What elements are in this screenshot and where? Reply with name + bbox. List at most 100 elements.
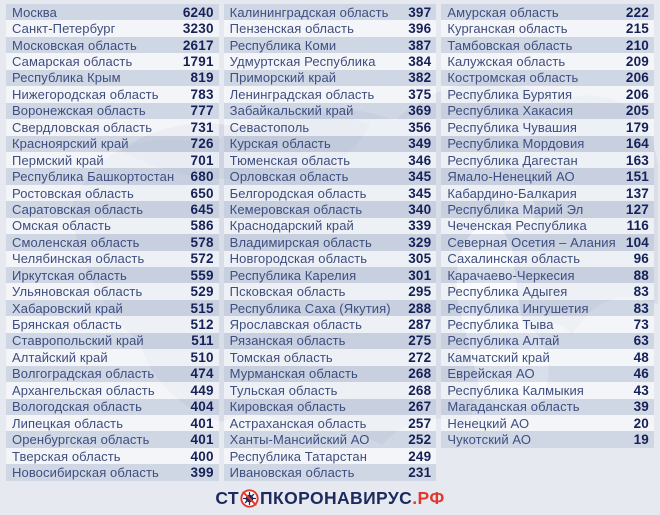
table-row: Республика Ингушетия 83 (441, 299, 655, 317)
region-value: 726 (190, 136, 214, 152)
region-value: 73 (633, 317, 650, 333)
region-value: 267 (408, 399, 432, 415)
region-value: 346 (408, 152, 432, 168)
region-value: 529 (190, 284, 214, 300)
region-value: 680 (190, 169, 214, 185)
region-value: 252 (408, 432, 432, 448)
table-row: Иркутская область 559 (6, 267, 219, 284)
region-value: 559 (190, 267, 214, 283)
region-value: 163 (625, 152, 650, 168)
region-name: Красноярский край (12, 136, 129, 152)
region-name: Магаданская область (447, 399, 580, 415)
region-value: 382 (408, 70, 432, 86)
table-row: Вологодская область 404 (6, 398, 219, 415)
region-value: 510 (190, 349, 214, 365)
region-value: 205 (625, 103, 650, 119)
region-name: Амурская область (447, 4, 559, 20)
region-name: Ярославская область (229, 317, 362, 333)
region-name: Республика Чувашия (447, 119, 578, 135)
table-row: Республика Саха (Якутия) 288 (223, 299, 437, 317)
region-value: 397 (408, 4, 432, 20)
region-name: Ямало-Ненецкий АО (447, 169, 575, 185)
region-value: 329 (408, 234, 432, 250)
region-name: Астраханская область (229, 415, 367, 431)
region-name: Новосибирская область (12, 464, 159, 480)
table-row: Ивановская область 231 (223, 464, 437, 481)
table-row: Пермский край 701 (6, 151, 219, 169)
region-value: 39 (633, 399, 650, 415)
table-row: Ленинградская область 375 (223, 86, 437, 103)
region-value: 215 (625, 21, 650, 37)
region-name: Тамбовская область (447, 37, 573, 53)
table-column-1: Москва 6240 Санкт-Петербург 3230 Московская … (6, 4, 219, 481)
table-row: Республика Чувашия 179 (441, 119, 655, 136)
region-value: 356 (408, 119, 432, 135)
region-value: 301 (408, 267, 432, 283)
region-name: Брянская область (12, 317, 122, 333)
region-name: Иркутская область (12, 267, 127, 283)
region-name: Чеченская Республика (447, 218, 587, 234)
region-name: Белгородская область (229, 185, 367, 201)
region-value: 249 (408, 448, 432, 464)
region-value: 396 (408, 21, 432, 37)
region-value: 96 (633, 251, 650, 267)
region-value: 2617 (182, 37, 214, 53)
region-value: 3230 (182, 21, 214, 37)
table-row: Республика Алтай 63 (441, 332, 655, 350)
region-value: 127 (625, 201, 650, 217)
table-row: Калининградская область 397 (223, 4, 437, 21)
region-name: Липецкая область (12, 415, 124, 431)
table-row: Ямало-Ненецкий АО 151 (441, 168, 655, 185)
table-row: Приморский край 382 (223, 69, 437, 87)
table-row: Московская область 2617 (6, 36, 219, 54)
table-row: Хабаровский край 515 (6, 299, 219, 317)
region-value: 1791 (182, 54, 214, 70)
region-name: Ульяновская область (12, 284, 143, 300)
table-row: Красноярский край 726 (6, 135, 219, 152)
table-row: Ярославская область 287 (223, 316, 437, 333)
region-name: Республика Тыва (447, 317, 554, 333)
table-row: Новгородская область 305 (223, 250, 437, 267)
table-row: Санкт-Петербург 3230 (6, 20, 219, 37)
region-name: Ивановская область (229, 464, 355, 480)
table-row: Пензенская область 396 (223, 20, 437, 37)
table-row: Ростовская область 650 (6, 184, 219, 202)
table-row: Омская область 586 (6, 217, 219, 235)
region-name: Воронежская область (12, 103, 146, 119)
region-name: Ленинградская область (229, 86, 375, 102)
region-value: 137 (625, 185, 650, 201)
table-row: Кировская область 267 (223, 398, 437, 415)
region-name: Тверская область (12, 448, 121, 464)
table-row: Ханты-Мансийский АО 252 (223, 431, 437, 448)
region-name: Кировская область (229, 399, 346, 415)
region-value: 151 (625, 169, 650, 185)
region-value: 231 (408, 464, 432, 480)
region-value: 257 (408, 415, 432, 431)
table-row: Забайкальский край 369 (223, 102, 437, 120)
table-row: Чукотский АО 19 (441, 431, 655, 448)
region-name: Республика Башкортостан (12, 169, 175, 185)
region-value: 400 (190, 448, 214, 464)
region-value: 515 (190, 300, 214, 316)
region-value: 210 (625, 37, 650, 53)
table-row: Республика Дагестан 163 (441, 151, 655, 169)
table-row: Архангельская область 449 (6, 382, 219, 399)
region-value: 88 (633, 267, 650, 283)
region-name: Республика Дагестан (447, 152, 578, 168)
table-row: Удмуртская Республика 384 (223, 53, 437, 70)
region-value: 206 (625, 70, 650, 86)
table-row: Алтайский край 510 (6, 349, 219, 366)
table-row: Саратовская область 645 (6, 201, 219, 218)
region-name: Карачаево-Черкесия (447, 267, 575, 283)
region-name: Севастополь (229, 119, 310, 135)
region-name: Северная Осетия – Алания (447, 234, 616, 250)
region-name: Ставропольский край (12, 333, 144, 349)
region-value: 349 (408, 136, 432, 152)
region-value: 401 (190, 415, 214, 431)
region-value: 511 (191, 333, 214, 349)
region-value: 401 (190, 432, 214, 448)
region-value: 340 (408, 201, 432, 217)
region-name: Республика Карелия (229, 267, 357, 283)
table-row: Москва 6240 (6, 4, 219, 21)
region-value: 206 (625, 86, 650, 102)
